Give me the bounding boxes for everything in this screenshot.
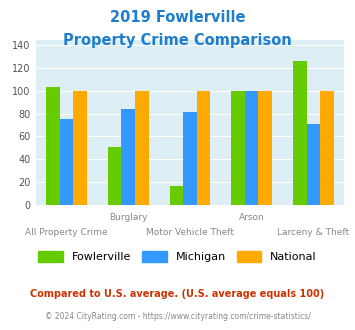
Text: Compared to U.S. average. (U.S. average equals 100): Compared to U.S. average. (U.S. average …: [31, 289, 324, 299]
Bar: [320, 91, 334, 205]
Bar: [258, 91, 272, 205]
Bar: [231, 91, 245, 205]
Text: Burglary: Burglary: [109, 213, 147, 222]
Legend: Fowlerville, Michigan, National: Fowlerville, Michigan, National: [34, 247, 321, 267]
Bar: [170, 186, 183, 205]
Text: Arson: Arson: [239, 213, 264, 222]
Bar: [183, 113, 197, 205]
Bar: [245, 91, 258, 205]
Text: Property Crime Comparison: Property Crime Comparison: [63, 33, 292, 48]
Text: 2019 Fowlerville: 2019 Fowlerville: [110, 10, 245, 25]
Bar: [60, 119, 73, 205]
Bar: [293, 61, 307, 205]
Text: Motor Vehicle Theft: Motor Vehicle Theft: [146, 228, 234, 237]
Bar: [73, 91, 87, 205]
Bar: [135, 91, 148, 205]
Text: All Property Crime: All Property Crime: [25, 228, 108, 237]
Bar: [46, 87, 60, 205]
Text: Larceny & Theft: Larceny & Theft: [277, 228, 350, 237]
Bar: [197, 91, 210, 205]
Bar: [108, 147, 121, 205]
Text: © 2024 CityRating.com - https://www.cityrating.com/crime-statistics/: © 2024 CityRating.com - https://www.city…: [45, 312, 310, 321]
Bar: [121, 109, 135, 205]
Bar: [307, 124, 320, 205]
